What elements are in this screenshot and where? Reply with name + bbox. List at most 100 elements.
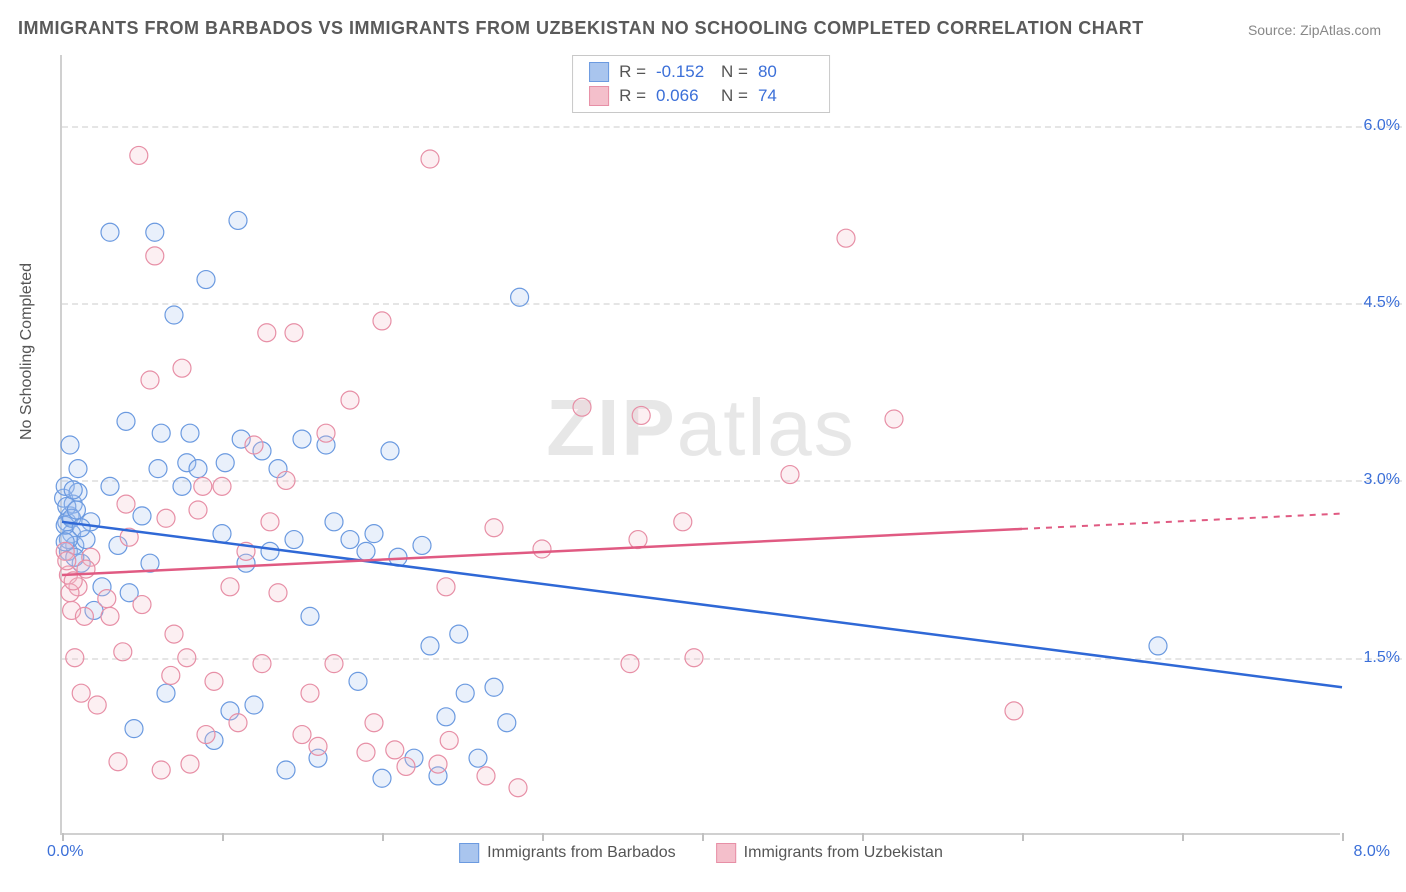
y-tick-label: 1.5% <box>1364 649 1400 667</box>
data-point <box>349 672 367 690</box>
data-point <box>88 696 106 714</box>
data-point <box>213 525 231 543</box>
legend-item-uzbekistan: Immigrants from Uzbekistan <box>716 843 943 863</box>
data-point <box>269 584 287 602</box>
y-tick-label: 6.0% <box>1364 117 1400 135</box>
data-point <box>165 306 183 324</box>
data-point <box>485 519 503 537</box>
data-point <box>885 410 903 428</box>
x-tick <box>1022 833 1024 841</box>
x-tick <box>382 833 384 841</box>
swatch-uzbekistan <box>589 86 609 106</box>
data-point <box>573 398 591 416</box>
data-point <box>498 714 516 732</box>
data-point <box>64 481 82 499</box>
y-axis-label: No Schooling Completed <box>18 263 36 440</box>
data-point <box>1149 637 1167 655</box>
stat-label-r: R = <box>619 86 646 106</box>
data-point <box>429 755 447 773</box>
data-point <box>440 731 458 749</box>
data-point <box>325 655 343 673</box>
legend-item-barbados: Immigrants from Barbados <box>459 843 676 863</box>
data-point <box>58 552 76 570</box>
data-point <box>101 607 119 625</box>
chart-source: Source: ZipAtlas.com <box>1248 22 1381 38</box>
x-tick <box>222 833 224 841</box>
x-tick <box>702 833 704 841</box>
x-tick <box>862 833 864 841</box>
data-point <box>109 753 127 771</box>
x-tick <box>1182 833 1184 841</box>
stats-row-barbados: R = -0.152 N = 80 <box>589 60 813 84</box>
data-point <box>386 741 404 759</box>
chart-title: IMMIGRANTS FROM BARBADOS VS IMMIGRANTS F… <box>18 18 1144 39</box>
swatch-barbados <box>589 62 609 82</box>
data-point <box>101 223 119 241</box>
data-point <box>632 406 650 424</box>
data-point <box>837 229 855 247</box>
data-point <box>98 590 116 608</box>
data-point <box>245 696 263 714</box>
data-point <box>674 513 692 531</box>
data-point <box>357 743 375 761</box>
data-point <box>178 649 196 667</box>
data-point <box>285 324 303 342</box>
data-point <box>485 678 503 696</box>
data-point <box>437 708 455 726</box>
data-point <box>437 578 455 596</box>
data-point <box>162 666 180 684</box>
data-point <box>213 477 231 495</box>
data-point <box>189 501 207 519</box>
data-point <box>621 655 639 673</box>
data-point <box>197 726 215 744</box>
data-point <box>373 312 391 330</box>
data-point <box>181 755 199 773</box>
data-point <box>245 436 263 454</box>
data-point <box>421 150 439 168</box>
data-point <box>309 737 327 755</box>
trend-line-extrapolated <box>1022 514 1342 529</box>
data-point <box>69 460 87 478</box>
legend-label: Immigrants from Barbados <box>487 844 676 862</box>
data-point <box>229 714 247 732</box>
data-point <box>477 767 495 785</box>
data-point <box>157 684 175 702</box>
y-tick-label: 3.0% <box>1364 471 1400 489</box>
data-point <box>197 271 215 289</box>
data-point <box>130 146 148 164</box>
data-point <box>381 442 399 460</box>
data-point <box>216 454 234 472</box>
data-point <box>253 655 271 673</box>
data-point <box>1005 702 1023 720</box>
data-point <box>301 607 319 625</box>
data-point <box>61 436 79 454</box>
data-point <box>511 288 529 306</box>
data-point <box>341 531 359 549</box>
stats-row-uzbekistan: R = 0.066 N = 74 <box>589 84 813 108</box>
data-point <box>450 625 468 643</box>
x-tick <box>62 833 64 841</box>
swatch-uzbekistan <box>716 843 736 863</box>
data-point <box>194 477 212 495</box>
x-tick <box>542 833 544 841</box>
plot-area: ZIPatlas R = -0.152 N = 80 R = 0.066 N =… <box>60 55 1340 835</box>
data-point <box>149 460 167 478</box>
data-point <box>141 371 159 389</box>
trend-line <box>62 529 1022 575</box>
data-point <box>146 223 164 241</box>
stat-r-barbados: -0.152 <box>656 62 711 82</box>
data-point <box>317 424 335 442</box>
data-point <box>258 324 276 342</box>
data-point <box>152 424 170 442</box>
data-point <box>133 596 151 614</box>
data-point <box>133 507 151 525</box>
data-point <box>229 211 247 229</box>
stat-n-uzbekistan: 74 <box>758 86 813 106</box>
data-point <box>469 749 487 767</box>
data-point <box>125 720 143 738</box>
data-point <box>413 536 431 554</box>
swatch-barbados <box>459 843 479 863</box>
data-point <box>397 757 415 775</box>
data-point <box>152 761 170 779</box>
data-point <box>509 779 527 797</box>
